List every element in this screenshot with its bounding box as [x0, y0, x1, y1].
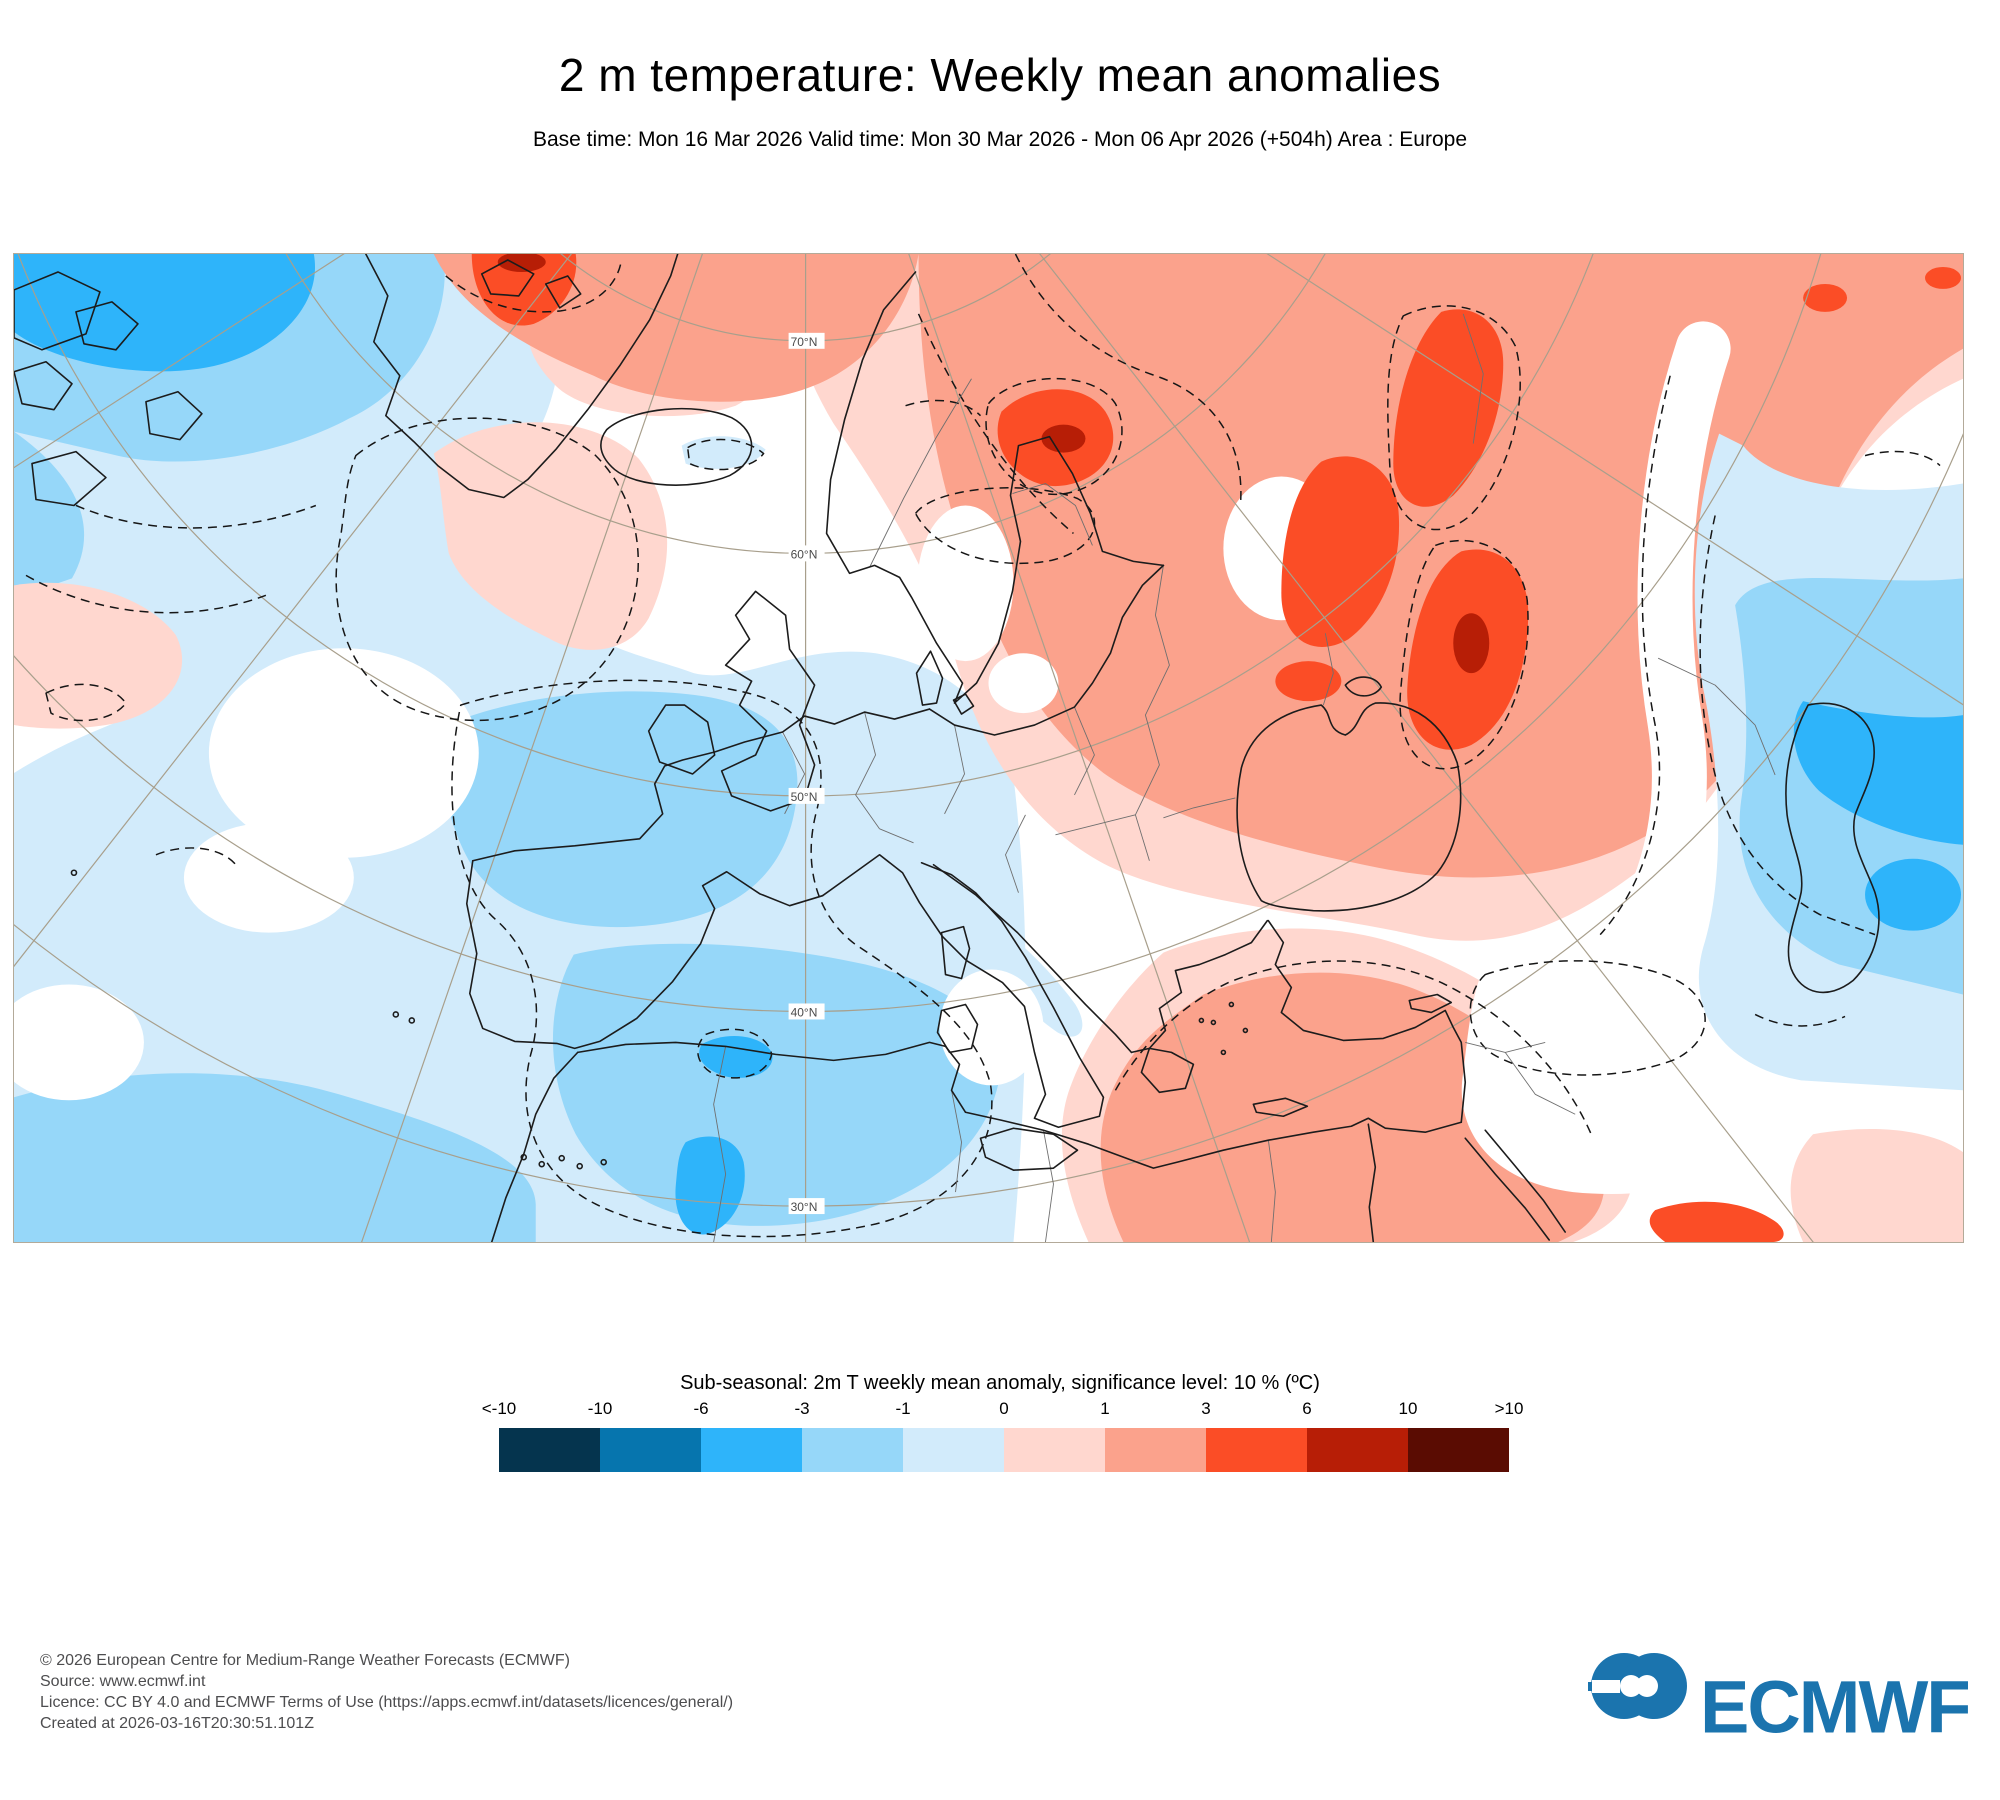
legend-tick: 6 [1302, 1399, 1312, 1418]
latitude-label: 40°N [791, 1005, 818, 1019]
ecmwf-wordmark: ECMWF [1700, 1666, 1968, 1748]
footer-licence: Licence: CC BY 4.0 and ECMWF Terms of Us… [40, 1694, 734, 1711]
latitude-label: 70°N [791, 335, 818, 349]
legend-title: Sub-seasonal: 2m T weekly mean anomaly, … [680, 1372, 1320, 1394]
coastline-layer [14, 254, 1880, 1242]
country-border-layer [713, 313, 1776, 1242]
anomaly-map: 70°N 60°N 50°N 40°N 30°N [13, 253, 1964, 1243]
legend-tick: -3 [794, 1399, 810, 1418]
legend-color-cell [1307, 1428, 1408, 1472]
page-title: 2 m temperature: Weekly mean anomalies [558, 49, 1442, 101]
page-subtitle: Base time: Mon 16 Mar 2026 Valid time: M… [532, 128, 1468, 151]
footer-source: Source: www.ecmwf.int [40, 1673, 206, 1690]
legend-color-cell [701, 1428, 802, 1472]
ecmwf-logo-canvas: ECMWF [1588, 1653, 1972, 1749]
ecmwf-rings-icon [1588, 1653, 1687, 1719]
legend-color-cell [1408, 1428, 1509, 1472]
legend-color-cell [1206, 1428, 1307, 1472]
legend-color-cell [600, 1428, 701, 1472]
legend-color-cell [1004, 1428, 1105, 1472]
legend-tick: 1 [1100, 1399, 1110, 1418]
legend-colorbar [499, 1428, 1509, 1472]
latitude-labels: 70°N 60°N 50°N 40°N 30°N [788, 332, 825, 1214]
legend-tick: -1 [895, 1399, 911, 1418]
legend-color-cell [499, 1428, 600, 1472]
anomaly-map-canvas: 70°N 60°N 50°N 40°N 30°N [14, 254, 1963, 1242]
latitude-label: 60°N [791, 547, 818, 561]
legend-color-cell [903, 1428, 1004, 1472]
legend-color-cell [1105, 1428, 1206, 1472]
legend-tick: 0 [999, 1399, 1009, 1418]
footer-created-at: Created at 2026-03-16T20:30:51.101Z [40, 1715, 314, 1732]
legend-tick: 3 [1201, 1399, 1211, 1418]
ecmwf-logo: ECMWF [1588, 1648, 1972, 1749]
footer-copyright: © 2026 European Centre for Medium-Range … [40, 1652, 570, 1669]
legend-tick: <-10 [481, 1399, 517, 1418]
legend-tick: -10 [587, 1399, 613, 1418]
footer: © 2026 European Centre for Medium-Range … [40, 1650, 733, 1734]
legend-tick: 10 [1398, 1399, 1418, 1418]
anomaly-layer-cold-east [1461, 321, 1963, 1194]
significance-contour-layer [25, 254, 1941, 1238]
legend-tick: -6 [693, 1399, 709, 1418]
legend-tick: >10 [1494, 1399, 1524, 1418]
latitude-label: 30°N [791, 1200, 818, 1214]
legend-color-cell [802, 1428, 903, 1472]
latitude-label: 50°N [791, 790, 818, 804]
